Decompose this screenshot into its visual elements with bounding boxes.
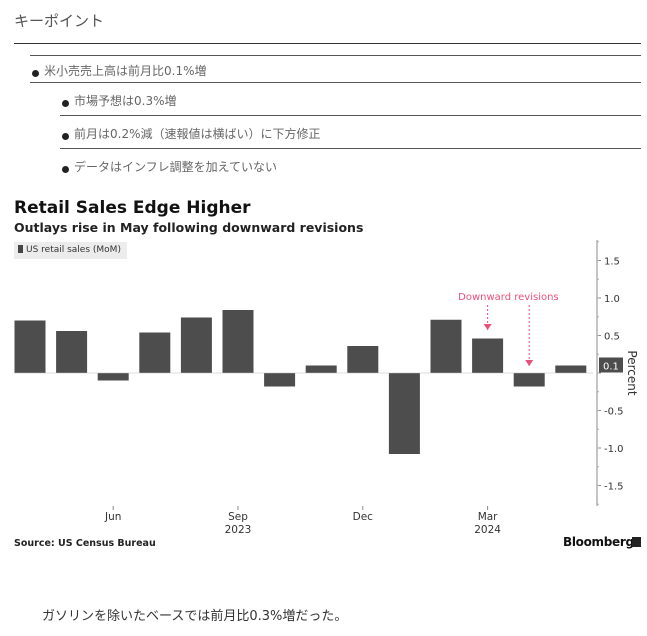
annotation-arrow-head — [525, 360, 534, 366]
bloomberg-mark-icon — [632, 537, 641, 547]
bullet-dot-icon — [62, 133, 69, 140]
chart-legend: US retail sales (MoM) — [14, 242, 127, 259]
y-tick-label: 1.5 — [604, 257, 620, 268]
legend-label: US retail sales (MoM) — [26, 245, 121, 255]
y-tick-label: 0.5 — [604, 332, 620, 343]
last-value-label: 0.1 — [603, 362, 619, 373]
bullet-dot-icon — [62, 166, 69, 173]
key-point-1: 米小売売上高は前月比0.1%増 — [32, 62, 207, 79]
bar-2023-12 — [347, 346, 379, 373]
annotation-label: Downward revisions — [458, 292, 559, 303]
chart-source: Source: US Census Bureau — [14, 538, 156, 549]
key-points-title: キーポイント — [14, 12, 105, 30]
key-point-divider-1 — [30, 55, 641, 56]
bar-2023-05 — [56, 331, 88, 373]
y-tick-label: -0.5 — [604, 407, 624, 418]
bar-2023-10 — [264, 373, 296, 387]
bar-2024-01 — [388, 373, 420, 454]
bloomberg-logo: Bloomberg — [563, 535, 634, 549]
bar-2024-04 — [513, 373, 545, 387]
key-point-3-text: 前月は0.2%減（速報値は横ばい）に下方修正 — [74, 127, 321, 141]
y-tick-label: -1.5 — [604, 482, 624, 493]
chart-subtitle: Outlays rise in May following downward r… — [14, 220, 364, 235]
x-tick-label-Dec: Dec — [353, 511, 374, 523]
x-tick-label-Sep: Sep — [228, 511, 248, 523]
bar-2023-04 — [14, 320, 46, 373]
bar-2024-02 — [430, 319, 462, 373]
bar-2023-08 — [180, 317, 212, 373]
bar-2023-11 — [305, 365, 337, 373]
key-point-divider-2 — [30, 82, 641, 83]
bar-2023-07 — [139, 332, 171, 373]
key-point-divider-4 — [60, 148, 641, 149]
x-tick-label-Jun: Jun — [104, 511, 121, 523]
key-point-4: データはインフレ調整を加えていない — [62, 158, 277, 175]
x-year-label-2023: 2023 — [225, 524, 252, 536]
bullet-dot-icon — [62, 100, 69, 107]
key-point-2: 市場予想は0.3%増 — [62, 92, 177, 109]
annotation-arrow-head — [483, 324, 492, 330]
key-point-4-text: データはインフレ調整を加えていない — [74, 160, 278, 174]
key-point-2-text: 市場予想は0.3%増 — [74, 94, 177, 108]
key-points-rule — [14, 43, 641, 44]
legend-swatch — [18, 245, 23, 253]
bar-2023-06 — [97, 373, 129, 381]
key-point-3: 前月は0.2%減（速報値は横ばい）に下方修正 — [62, 125, 321, 142]
key-point-divider-3 — [60, 115, 641, 116]
y-axis-label: Percent — [625, 350, 639, 395]
last-value-badge — [599, 357, 623, 373]
y-tick-label: 1.0 — [604, 294, 620, 305]
y-tick-label: -1.0 — [604, 444, 624, 455]
bar-2023-09 — [222, 310, 254, 373]
bar-2024-03 — [472, 338, 504, 373]
bullet-dot-icon — [32, 70, 39, 77]
key-point-1-text: 米小売売上高は前月比0.1%増 — [44, 64, 207, 78]
x-tick-label-Mar: Mar — [478, 511, 498, 523]
bar-2024-05 — [555, 365, 587, 373]
x-year-label-2024: 2024 — [474, 524, 501, 536]
article-footer-text: ガソリンを除いたベースでは前月比0.3%増だった。 — [42, 609, 348, 624]
chart-title: Retail Sales Edge Higher — [14, 198, 251, 218]
